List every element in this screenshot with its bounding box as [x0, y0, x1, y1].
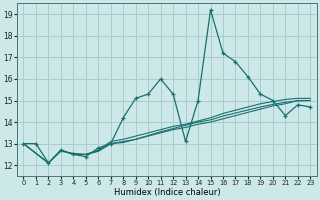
X-axis label: Humidex (Indice chaleur): Humidex (Indice chaleur) [114, 188, 220, 197]
